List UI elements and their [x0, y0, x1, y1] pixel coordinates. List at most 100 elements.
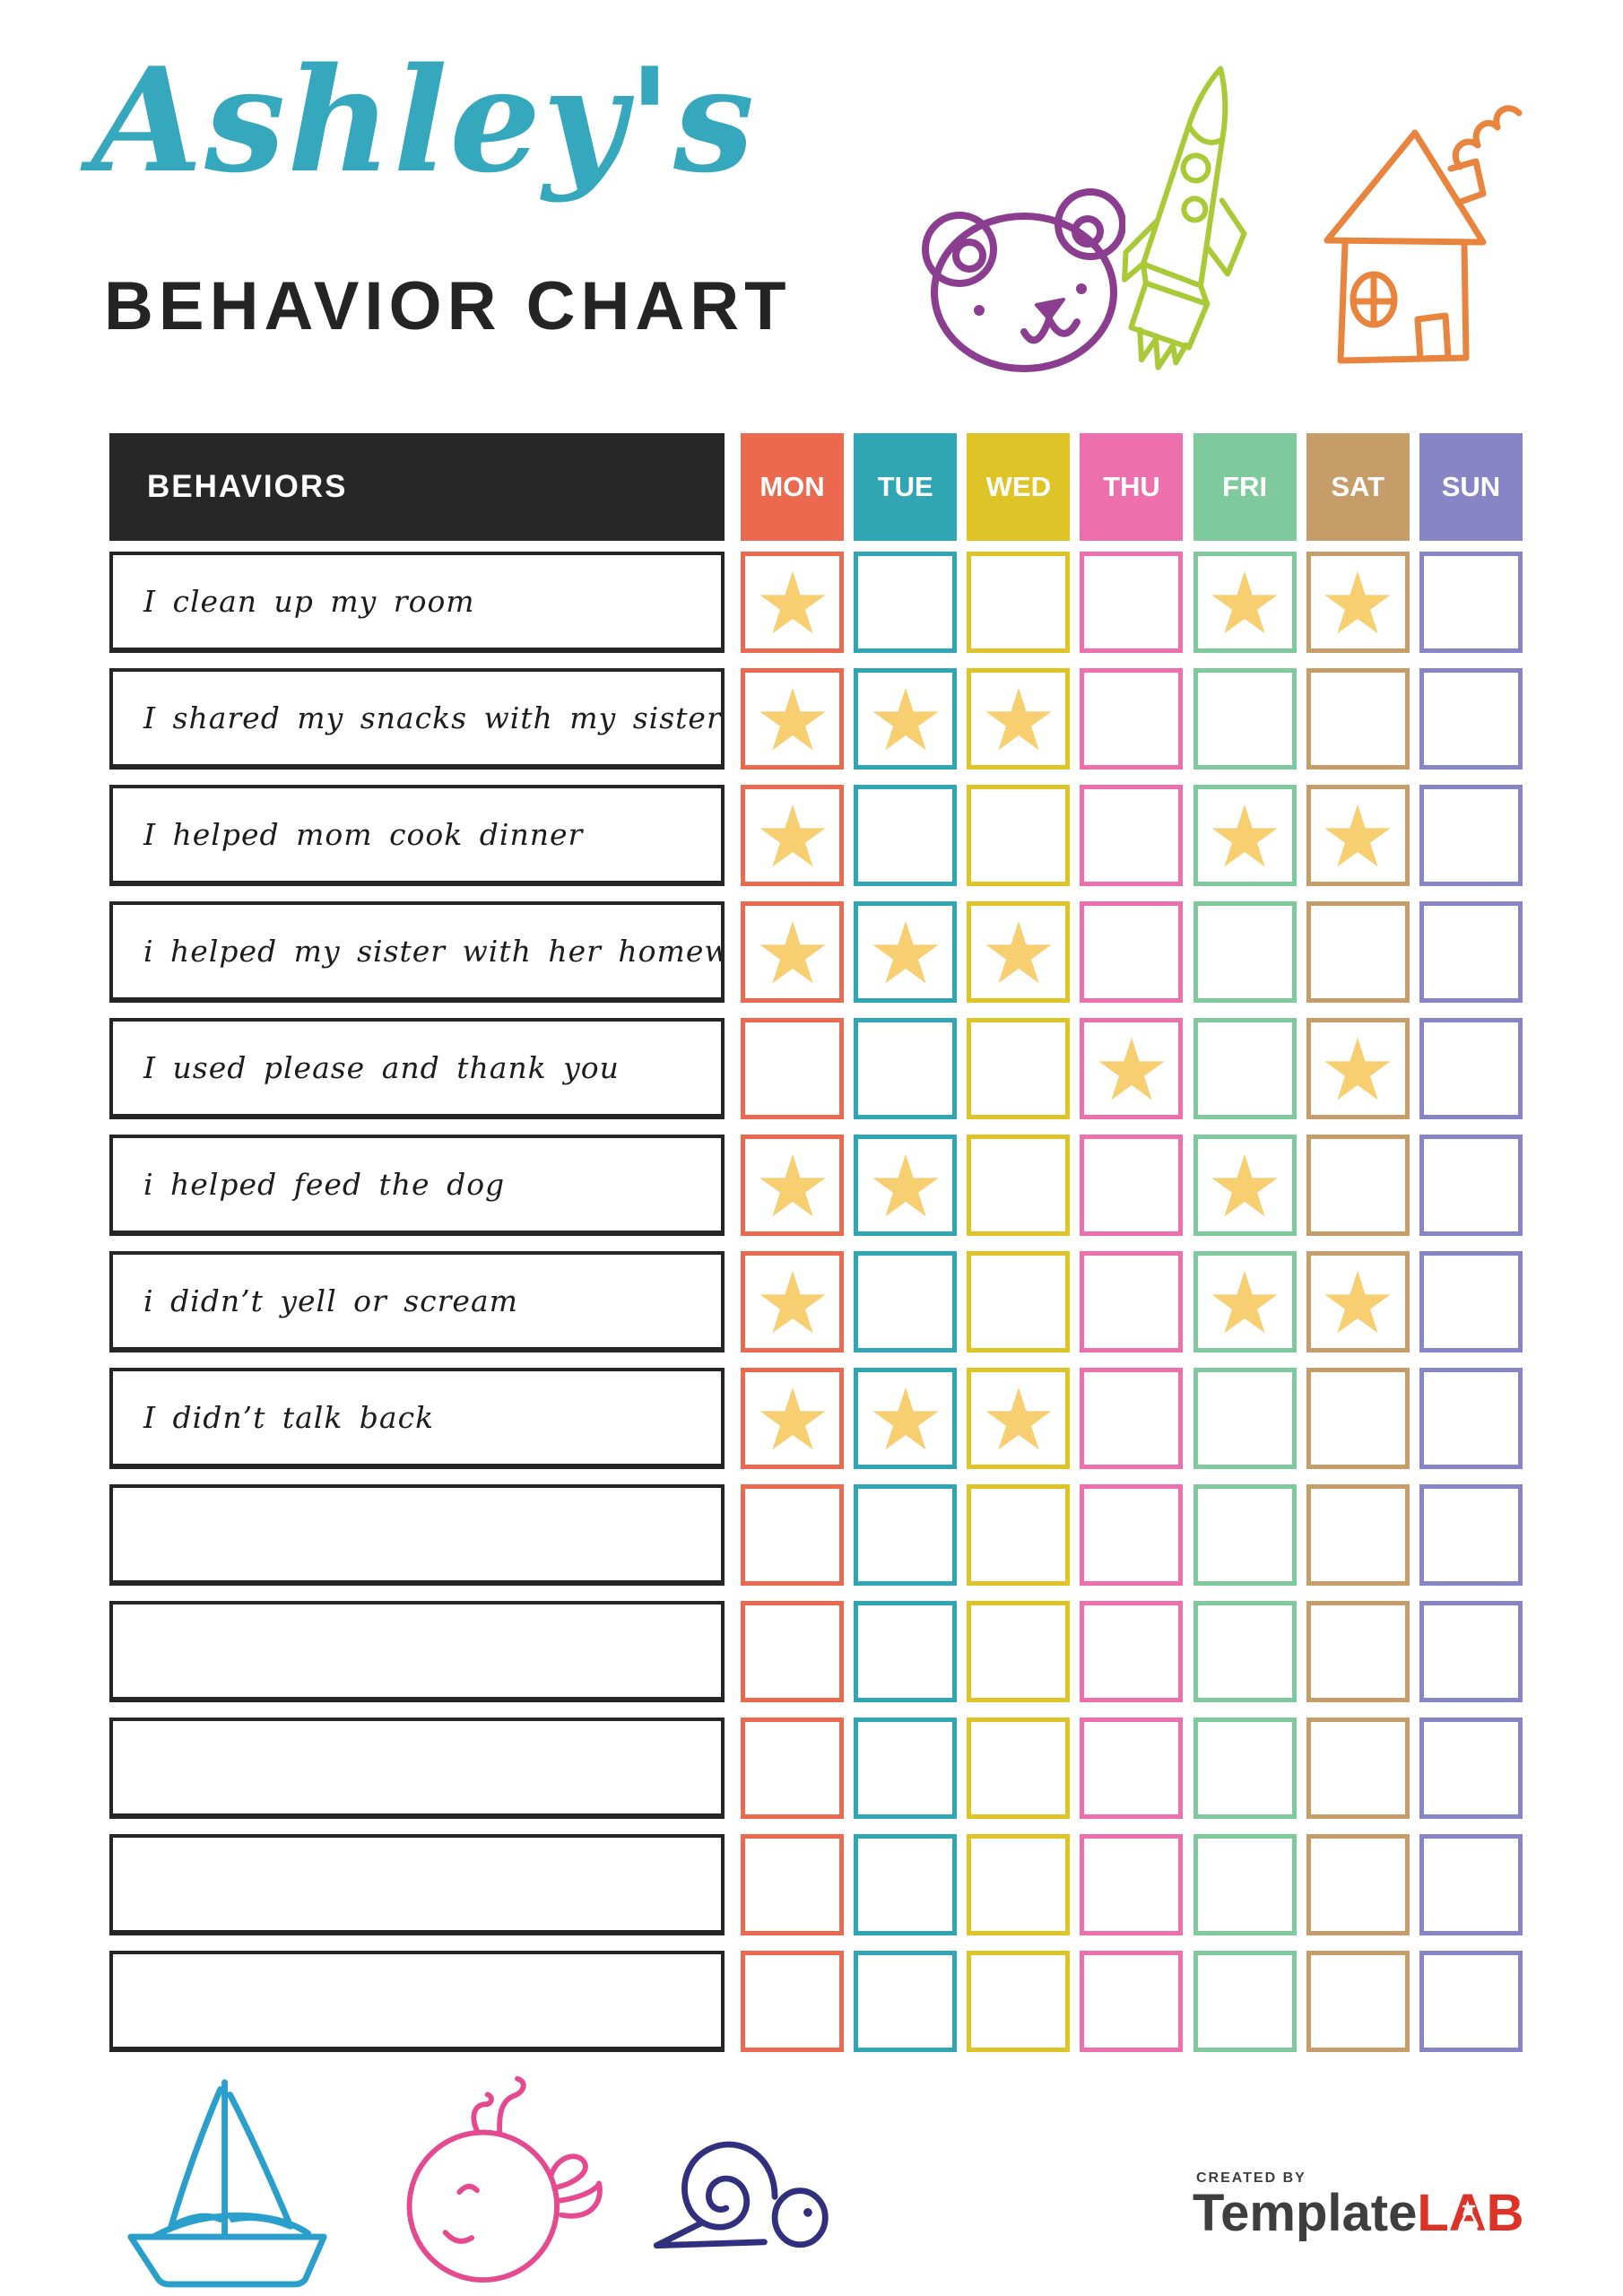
table-row: i didn’t yell or scream — [109, 1251, 1523, 1352]
day-cell-mon — [741, 1718, 844, 1819]
day-cell-sun — [1419, 1251, 1523, 1352]
day-cell-sun — [1419, 1484, 1523, 1586]
day-cell-wed — [967, 1601, 1071, 1702]
behavior-label-cell: i didn’t yell or scream — [109, 1251, 725, 1352]
day-cell-sat — [1306, 1834, 1410, 1935]
star-icon — [985, 920, 1052, 983]
day-cell-thu — [1080, 1718, 1184, 1819]
star-icon — [1211, 570, 1278, 633]
day-cell-fri — [1193, 1251, 1297, 1352]
day-cells — [741, 1484, 1523, 1586]
day-cells — [741, 901, 1523, 1003]
star-icon — [985, 687, 1052, 750]
star-icon — [872, 1387, 939, 1449]
table-row — [109, 1834, 1523, 1935]
table-header-row: BEHAVIORS MON TUE WED THU FRI SAT SUN — [109, 433, 1523, 541]
brand-lab: LAB — [1417, 2184, 1524, 2242]
day-cell-thu — [1080, 1135, 1184, 1236]
star-icon — [759, 920, 826, 983]
day-cell-sun — [1419, 1834, 1523, 1935]
day-cell-sat — [1306, 1251, 1410, 1352]
day-cell-fri — [1193, 552, 1297, 653]
table-row: I didn’t talk back — [109, 1368, 1523, 1469]
house-icon — [1316, 77, 1541, 373]
behavior-table: BEHAVIORS MON TUE WED THU FRI SAT SUN I … — [109, 433, 1523, 2067]
behavior-label-cell: i helped my sister with her homework — [109, 901, 725, 1003]
rocket-icon — [1095, 49, 1304, 396]
day-cell-sat — [1306, 552, 1410, 653]
table-row: I clean up my room — [109, 552, 1523, 653]
day-cell-tue — [854, 1718, 958, 1819]
star-icon — [759, 804, 826, 866]
day-cell-sat — [1306, 1368, 1410, 1469]
day-cell-thu — [1080, 1601, 1184, 1702]
star-icon — [1324, 1037, 1391, 1100]
day-cell-sun — [1419, 1018, 1523, 1119]
day-cell-fri — [1193, 1484, 1297, 1586]
behavior-rows: I clean up my room I shared my snacks wit… — [109, 552, 1523, 2052]
day-cell-thu — [1080, 1484, 1184, 1586]
day-cell-sat — [1306, 1951, 1410, 2052]
day-cell-sun — [1419, 1368, 1523, 1469]
table-row: i helped feed the dog — [109, 1135, 1523, 1236]
day-cell-mon — [741, 1018, 844, 1119]
day-cell-wed — [967, 1135, 1071, 1236]
day-cell-wed — [967, 1368, 1071, 1469]
behavior-label-cell — [109, 1601, 725, 1702]
star-icon — [1211, 804, 1278, 866]
star-icon — [759, 687, 826, 750]
day-cell-tue — [854, 785, 958, 886]
day-cell-wed — [967, 1018, 1071, 1119]
table-row — [109, 1601, 1523, 1702]
day-cells — [741, 1601, 1523, 1702]
behavior-label-cell — [109, 1951, 725, 2052]
star-icon — [1211, 1270, 1278, 1333]
day-cell-mon — [741, 668, 844, 770]
day-cell-tue — [854, 1484, 958, 1586]
star-icon — [759, 1387, 826, 1449]
day-cell-fri — [1193, 1368, 1297, 1469]
day-cell-tue — [854, 1368, 958, 1469]
day-cell-thu — [1080, 668, 1184, 770]
day-cell-wed — [967, 668, 1071, 770]
star-icon — [759, 1270, 826, 1333]
day-cell-wed — [967, 901, 1071, 1003]
star-icon — [872, 1153, 939, 1216]
behavior-label-cell: I didn’t talk back — [109, 1368, 725, 1469]
day-cell-fri — [1193, 1135, 1297, 1236]
day-cell-tue — [854, 668, 958, 770]
day-cell-fri — [1193, 785, 1297, 886]
day-cells — [741, 1135, 1523, 1236]
star-icon — [759, 570, 826, 633]
behavior-label-cell: I used please and thank you — [109, 1018, 725, 1119]
star-icon — [1324, 804, 1391, 866]
day-cells — [741, 1834, 1523, 1935]
day-cell-tue — [854, 1601, 958, 1702]
day-cell-mon — [741, 901, 844, 1003]
snail-icon — [633, 2122, 835, 2266]
day-cell-wed — [967, 785, 1071, 886]
day-cell-tue — [854, 1834, 958, 1935]
day-header-fri: FRI — [1193, 433, 1297, 541]
day-headers: MON TUE WED THU FRI SAT SUN — [741, 433, 1523, 541]
day-cell-wed — [967, 1718, 1071, 1819]
day-cell-fri — [1193, 668, 1297, 770]
day-cell-fri — [1193, 901, 1297, 1003]
page-title: BEHAVIOR CHART — [104, 268, 792, 344]
day-cell-sun — [1419, 785, 1523, 886]
day-cell-tue — [854, 1951, 958, 2052]
table-row — [109, 1718, 1523, 1819]
day-cell-thu — [1080, 552, 1184, 653]
star-icon — [1324, 570, 1391, 633]
day-cell-tue — [854, 1135, 958, 1236]
day-cell-thu — [1080, 1834, 1184, 1935]
day-header-mon: MON — [741, 433, 844, 541]
day-header-sun: SUN — [1419, 433, 1523, 541]
day-cell-sat — [1306, 668, 1410, 770]
day-cell-thu — [1080, 785, 1184, 886]
day-cell-sun — [1419, 901, 1523, 1003]
day-cells — [741, 1251, 1523, 1352]
day-cells — [741, 552, 1523, 653]
day-cell-mon — [741, 1834, 844, 1935]
day-cell-wed — [967, 1834, 1071, 1935]
